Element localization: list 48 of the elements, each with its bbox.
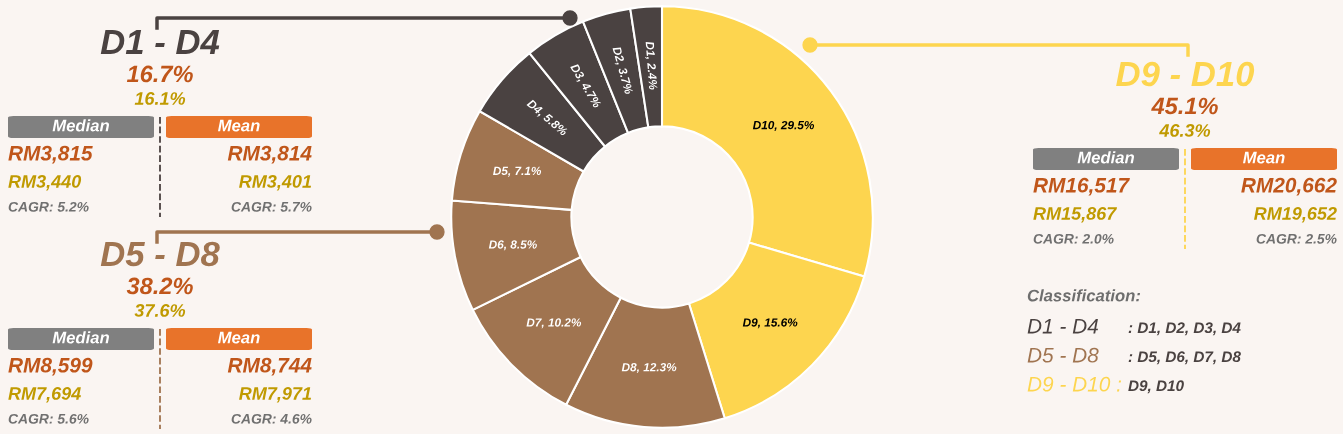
text: RM3,815 — [8, 145, 93, 164]
text: RM3,401 — [239, 175, 312, 191]
slice-label: D10, 29.5% — [752, 120, 815, 131]
text: D9, D10 — [1128, 380, 1184, 394]
text: RM8,599 — [8, 357, 93, 376]
text: 37.6% — [134, 304, 186, 317]
text: RM20,662 — [1241, 177, 1337, 196]
text: 16.7% — [126, 65, 193, 83]
text: D1 - D4 — [1027, 319, 1098, 334]
slice-label: D5, 7.1% — [493, 166, 542, 177]
text: CAGR: 5.2% — [8, 201, 89, 212]
text: : D1, D2, D3, D4 — [1128, 322, 1241, 336]
text: RM3,440 — [8, 175, 82, 191]
text: : D5, D6, D7, D8 — [1128, 351, 1241, 365]
text: CAGR: 2.0% — [1033, 233, 1114, 244]
text: Median — [1077, 151, 1135, 164]
text: CAGR: 5.6% — [8, 413, 89, 424]
text: Mean — [217, 331, 260, 344]
text: 38.2% — [126, 277, 193, 295]
text: D1 - D4 — [100, 30, 220, 54]
text: D9 - D10 — [1116, 61, 1255, 87]
text: RM8,744 — [227, 357, 312, 376]
slice-label: D8, 12.3% — [621, 363, 677, 374]
slice-label: D7, 10.2% — [526, 318, 582, 329]
slice-label: D1, 2.4% — [643, 41, 658, 90]
text: Mean — [217, 119, 260, 132]
text: D5 - D8 — [100, 241, 220, 267]
text: Median — [52, 119, 110, 132]
text: CAGR: 5.7% — [231, 201, 312, 212]
text: RM16,517 — [1033, 177, 1130, 196]
text: 46.3% — [1159, 124, 1211, 137]
slice-label: D9, 15.6% — [742, 318, 798, 329]
text: D9 - D10 : — [1027, 376, 1122, 392]
text: Classification: — [1027, 289, 1141, 302]
slice-label: D2, 3.7% — [610, 46, 634, 96]
text: 16.1% — [134, 92, 186, 105]
text: RM7,971 — [239, 387, 312, 403]
text: RM15,867 — [1033, 207, 1118, 223]
slice-label: D6, 8.5% — [488, 240, 537, 251]
text: RM19,652 — [1254, 207, 1337, 223]
text: D5 - D8 — [1027, 347, 1099, 363]
text: CAGR: 4.6% — [231, 413, 312, 424]
text: RM3,814 — [227, 145, 312, 164]
text: Mean — [1242, 151, 1285, 164]
text: Median — [52, 331, 110, 344]
text: RM7,694 — [8, 387, 81, 403]
text: CAGR: 2.5% — [1256, 233, 1337, 244]
text: 45.1% — [1151, 97, 1218, 115]
